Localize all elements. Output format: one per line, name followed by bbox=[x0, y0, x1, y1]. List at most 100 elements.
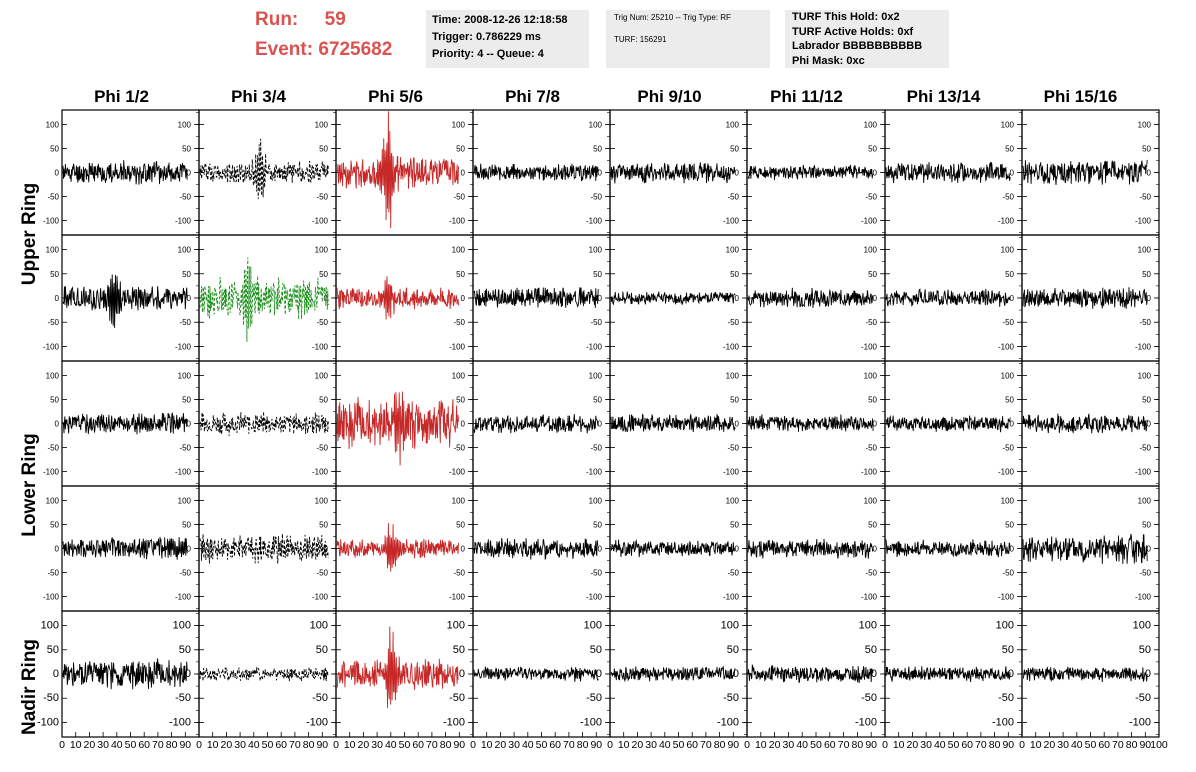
y-tick-label: -50 bbox=[865, 444, 877, 453]
x-tick-label: 50 bbox=[1085, 739, 1097, 751]
phi-mask-text: Phi Mask: 0xc bbox=[792, 54, 865, 67]
x-tick-label: 20 bbox=[358, 739, 370, 751]
x-tick-label: 70 bbox=[700, 739, 712, 751]
y-tick-label: 100 bbox=[1138, 371, 1152, 380]
x-tick-label: 80 bbox=[852, 739, 864, 751]
x-tick-label: 70 bbox=[1112, 739, 1124, 751]
waveform-trace bbox=[610, 162, 736, 184]
y-tick-label: 100 bbox=[726, 120, 740, 129]
y-tick-label: -100 bbox=[312, 468, 329, 477]
waveform-trace bbox=[747, 538, 874, 559]
y-tick-label: 0 bbox=[735, 420, 740, 429]
y-tick-label: 50 bbox=[1139, 644, 1151, 656]
waveform-trace bbox=[885, 162, 1011, 184]
waveform-trace bbox=[62, 412, 188, 435]
y-tick-label: 100 bbox=[1001, 496, 1015, 505]
y-tick-label: -100 bbox=[1135, 342, 1152, 351]
y-tick-label: 50 bbox=[1005, 520, 1014, 529]
y-tick-label: -100 bbox=[586, 217, 603, 226]
x-tick-label: 60 bbox=[961, 739, 973, 751]
y-tick-label: 50 bbox=[1142, 144, 1151, 153]
x-tick-label: 80 bbox=[440, 739, 452, 751]
y-tick-label: 100 bbox=[589, 246, 603, 255]
y-tick-label: -50 bbox=[453, 318, 465, 327]
y-tick-label: -50 bbox=[47, 318, 59, 327]
y-tick-label: 100 bbox=[726, 371, 740, 380]
x-tick-label: 0 bbox=[1019, 739, 1025, 751]
x-tick-label: 40 bbox=[248, 739, 260, 751]
time-info-box: Time: 2008-12-26 12:18:58 Trigger: 0.786… bbox=[426, 10, 589, 68]
y-tick-label: 100 bbox=[46, 496, 60, 505]
column-header-phi-1-2: Phi 1/2 bbox=[94, 87, 149, 106]
y-tick-label: 100 bbox=[996, 620, 1014, 632]
x-tick-label: 0 bbox=[59, 739, 65, 751]
trig-num-text: Trig Num: 25210 -- Trig Type: RF bbox=[614, 13, 731, 22]
y-tick-label: -50 bbox=[43, 692, 59, 704]
y-tick-label: 100 bbox=[46, 120, 60, 129]
x-tick-label: 100 bbox=[1150, 739, 1168, 751]
x-tick-label: 50 bbox=[125, 739, 137, 751]
y-tick-label: -50 bbox=[175, 692, 191, 704]
y-tick-label: -100 bbox=[449, 468, 466, 477]
waveform-trace bbox=[62, 160, 188, 185]
y-tick-label: 50 bbox=[50, 520, 59, 529]
y-tick-label: 100 bbox=[178, 371, 192, 380]
column-header-phi-11-12: Phi 11/12 bbox=[770, 87, 843, 106]
y-tick-label: 50 bbox=[1002, 644, 1014, 656]
y-tick-label: 100 bbox=[721, 620, 739, 632]
y-tick-label: 0 bbox=[55, 545, 60, 554]
waveform-trace bbox=[199, 138, 329, 200]
y-tick-label: 0 bbox=[1010, 545, 1015, 554]
time-text: Time: 2008-12-26 12:18:58 bbox=[432, 14, 568, 26]
y-tick-label: 0 bbox=[461, 420, 466, 429]
y-tick-label: -100 bbox=[998, 468, 1015, 477]
x-tick-label: 10 bbox=[70, 739, 82, 751]
y-tick-label: -50 bbox=[865, 193, 877, 202]
y-tick-label: 0 bbox=[873, 169, 878, 178]
y-tick-label: 100 bbox=[1138, 246, 1152, 255]
y-tick-label: -100 bbox=[1135, 217, 1152, 226]
y-tick-label: -100 bbox=[861, 342, 878, 351]
y-tick-label: 100 bbox=[447, 620, 465, 632]
x-tick-label: 40 bbox=[522, 739, 534, 751]
y-tick-label: 0 bbox=[598, 545, 603, 554]
x-tick-label: 40 bbox=[111, 739, 123, 751]
y-tick-label: 50 bbox=[1142, 270, 1151, 279]
x-tick-label: 50 bbox=[262, 739, 274, 751]
column-header-phi-13-14: Phi 13/14 bbox=[906, 87, 981, 106]
x-tick-label: 0 bbox=[607, 739, 613, 751]
y-tick-label: 50 bbox=[453, 644, 465, 656]
y-tick-label: 0 bbox=[1147, 545, 1152, 554]
x-tick-label: 60 bbox=[412, 739, 424, 751]
waveform-trace bbox=[336, 626, 459, 709]
turf-number-text: TURF: 156291 bbox=[614, 35, 667, 44]
x-tick-label: 30 bbox=[920, 739, 932, 751]
y-tick-label: 100 bbox=[173, 620, 191, 632]
waveform-trace bbox=[885, 666, 1011, 683]
y-tick-label: 50 bbox=[865, 644, 877, 656]
waveform-trace bbox=[62, 274, 188, 328]
waveform-trace bbox=[1022, 413, 1148, 434]
y-tick-label: -100 bbox=[861, 593, 878, 602]
y-tick-label: 0 bbox=[1010, 169, 1015, 178]
column-header-phi-9-10: Phi 9/10 bbox=[637, 87, 702, 106]
x-tick-label: 70 bbox=[426, 739, 438, 751]
x-tick-label: 10 bbox=[755, 739, 767, 751]
x-tick-label: 60 bbox=[138, 739, 150, 751]
y-tick-label: -100 bbox=[1129, 716, 1151, 728]
y-tick-label: 100 bbox=[864, 371, 878, 380]
y-tick-label: 50 bbox=[593, 520, 602, 529]
y-tick-label: -50 bbox=[861, 692, 877, 704]
y-tick-label: 100 bbox=[315, 246, 329, 255]
x-tick-label: 70 bbox=[152, 739, 164, 751]
y-tick-label: 50 bbox=[1142, 395, 1151, 404]
x-tick-label: 90 bbox=[865, 739, 877, 751]
x-tick-label: 10 bbox=[1030, 739, 1042, 751]
y-tick-label: 0 bbox=[1008, 668, 1014, 680]
y-tick-label: -50 bbox=[316, 444, 328, 453]
y-tick-label: 0 bbox=[1147, 420, 1152, 429]
y-tick-label: 0 bbox=[461, 169, 466, 178]
x-tick-label: 0 bbox=[882, 739, 888, 751]
column-header-phi-5-6: Phi 5/6 bbox=[368, 87, 423, 106]
